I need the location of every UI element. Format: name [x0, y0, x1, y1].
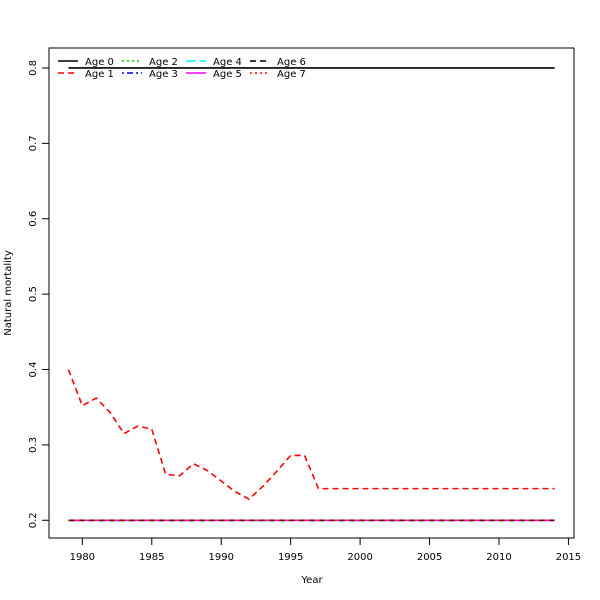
x-tick-label: 2010 [486, 552, 511, 563]
y-tick-label: 0.4 [28, 362, 39, 378]
legend-label: Age 0 [85, 57, 114, 68]
legend-label: Age 3 [149, 69, 178, 80]
x-tick-label: 1985 [139, 552, 164, 563]
x-axis-label: Year [300, 575, 323, 586]
plot-frame [48, 47, 575, 539]
legend-label: Age 1 [85, 69, 114, 80]
legend-label: Age 5 [213, 69, 242, 80]
legend-label: Age 4 [213, 57, 242, 68]
x-tick-label: 2015 [556, 552, 581, 563]
y-tick-label: 0.8 [28, 60, 39, 76]
series-lines [67, 67, 555, 522]
x-axis: 1980 1985 1990 1995 2000 2005 2010 2015 [70, 538, 581, 563]
y-tick-label: 0.7 [28, 135, 39, 151]
series-line-age-1 [67, 369, 555, 501]
y-axis: 0.2 0.3 0.4 0.5 0.6 0.7 0.8 [28, 60, 49, 528]
x-tick-label: 1990 [208, 552, 233, 563]
legend-label: Age 7 [277, 69, 306, 80]
legend-label: Age 2 [149, 57, 178, 68]
y-tick-label: 0.2 [28, 512, 39, 528]
x-tick-label: 2005 [417, 552, 442, 563]
y-tick-label: 0.6 [28, 211, 39, 227]
y-axis-label: Natural mortality [3, 250, 14, 336]
x-tick-label: 1995 [278, 552, 303, 563]
legend-label: Age 6 [277, 57, 306, 68]
x-tick-label: 1980 [70, 552, 95, 563]
y-tick-label: 0.3 [28, 437, 39, 453]
x-tick-label: 2000 [347, 552, 372, 563]
y-tick-label: 0.5 [28, 286, 39, 302]
